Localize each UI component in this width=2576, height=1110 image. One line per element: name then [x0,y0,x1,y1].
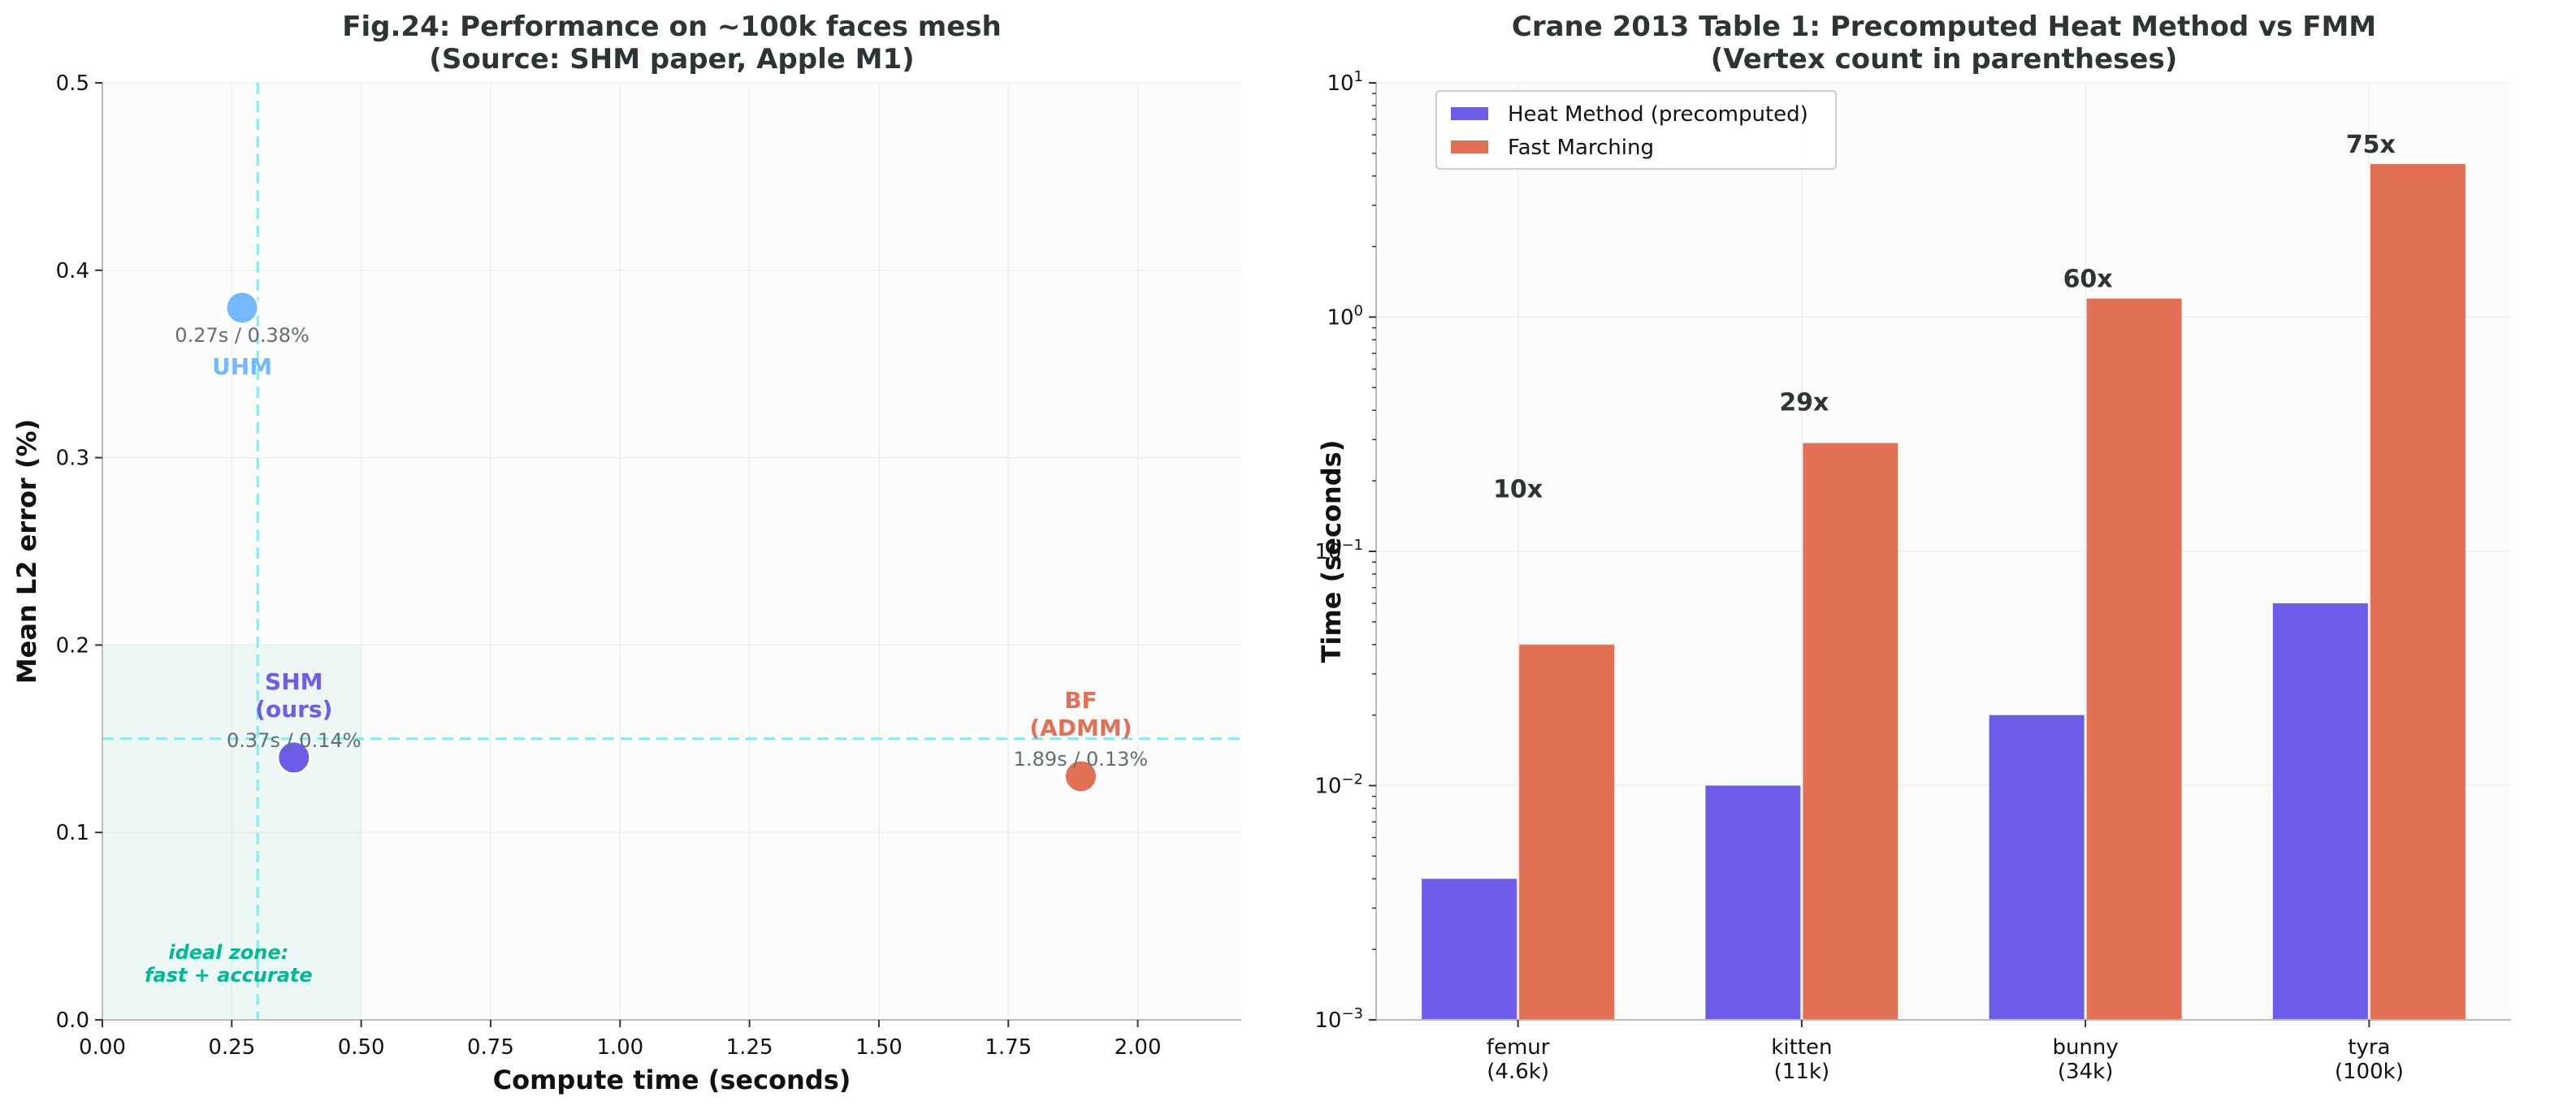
speedup-label: 75x [2346,131,2396,159]
x-tick-label: 1.25 [726,1035,773,1060]
scatter-x-ticks: 0.00 0.25 0.50 0.75 1.00 1.25 1.50 1.75 2.00 [79,1020,1161,1060]
bar [2272,603,2368,1020]
point-annotation: 0.27s / 0.38% [175,324,310,347]
scatter-chart: 0.27s / 0.38% UHM 0.37s / 0.14% SHM(ours) 1.… [11,11,1241,1095]
point-label: BF [1064,687,1097,714]
y-tick-label: 10−3 [1314,1005,1363,1033]
bar-x-ticks: femur(4.6k) kitten(11k) bunny(34k) tyra(100… [1487,1020,2404,1084]
bar-title: Crane 2013 Table 1: Precomputed Heat Met… [1512,11,2376,43]
bar-chart: 10x 29x 60x 75x femur(4.6k) kitten(11k) bunny… [1314,11,2511,1084]
x-tick-label: kitten [1771,1035,1832,1060]
bar [1803,443,1898,1020]
bars [1422,164,2466,1020]
x-tick-label: femur [1487,1035,1550,1060]
legend-label: Fast Marching [1508,136,1654,160]
x-tick-label: 1.50 [855,1035,903,1060]
ideal-zone [102,645,362,1020]
x-tick-sublabel: (34k) [2058,1060,2113,1084]
legend-box [1435,90,1837,170]
legend-swatch [1451,107,1488,120]
x-tick-label: 2.00 [1115,1035,1162,1060]
y-tick-label: 0.5 [56,71,89,96]
x-tick-label: 0.50 [338,1035,385,1060]
scatter-points: 0.27s / 0.38% UHM 0.37s / 0.14% SHM(ours) 1.… [175,290,1149,794]
legend-swatch [1451,140,1488,153]
point-label: SHM [265,668,323,695]
ideal-zone-label: ideal zone:fast + accurate [145,941,313,987]
x-tick-label: tyra [2348,1035,2390,1060]
bar [1422,879,1517,1020]
scatter-x-axis-label: Compute time (seconds) [493,1065,851,1095]
x-tick-label: 0.25 [208,1035,255,1060]
scatter-y-ticks: 0.0 0.1 0.2 0.3 0.4 0.5 [56,71,102,1033]
bar [1989,715,2085,1020]
x-tick-sublabel: (4.6k) [1487,1060,1549,1084]
x-tick-label: 0.00 [79,1035,126,1060]
bar-subtitle: (Vertex count in parentheses) [1711,43,2178,76]
legend-label: Heat Method (precomputed) [1508,102,1808,127]
point-label: (ours) [255,696,332,723]
x-tick-label: bunny [2052,1035,2118,1060]
x-tick-label: 0.75 [467,1035,514,1060]
scatter-subtitle: (Source: SHM paper, Apple M1) [429,43,914,76]
y-tick-label: 100 [1327,303,1363,330]
point-annotation: 0.37s / 0.14% [227,729,362,752]
point-label: (ADMM) [1029,715,1132,741]
bar [1519,644,1615,1020]
scatter-point [224,290,260,326]
x-tick-label: 1.75 [985,1035,1032,1060]
y-tick-label: 0.2 [56,633,89,658]
bar [2086,298,2182,1020]
y-tick-label: 0.3 [56,447,89,471]
speedup-label: 29x [1779,388,1829,417]
scatter-y-axis-label: Mean L2 error (%) [11,419,42,684]
speedup-label: 60x [2063,266,2113,294]
x-tick-sublabel: (100k) [2335,1060,2404,1084]
y-tick-label: 10−2 [1314,771,1363,799]
bar-y-ticks: 10−3 10−2 10−1 100 101 [1314,68,1376,1033]
speedup-labels: 10x 29x 60x 75x [1493,131,2396,503]
x-tick-sublabel: (11k) [1774,1060,1829,1084]
y-tick-label: 0.4 [56,259,89,283]
ideal-zone-text: fast + accurate [145,964,313,987]
scatter-plot-area [102,83,1241,1020]
y-tick-label: 0.0 [56,1009,89,1033]
y-tick-label: 0.1 [56,821,89,845]
x-tick-label: 1.00 [596,1035,643,1060]
legend: Heat Method (precomputed) Fast Marching [1435,90,1837,170]
bar-y-axis-label: Time (seconds) [1316,440,1347,663]
scatter-title: Fig.24: Performance on ~100k faces mesh [342,11,1001,43]
y-tick-label: 101 [1327,68,1363,96]
speedup-label: 10x [1493,476,1543,504]
bar [1705,785,1801,1020]
ideal-zone-text: ideal zone: [168,941,288,964]
y-tick-label: 10−1 [1314,537,1363,564]
scatter-point [1063,758,1098,794]
scatter-point [276,740,312,775]
point-annotation: 1.89s / 0.13% [1014,748,1149,771]
bar [2370,164,2466,1020]
point-label: UHM [212,353,272,380]
